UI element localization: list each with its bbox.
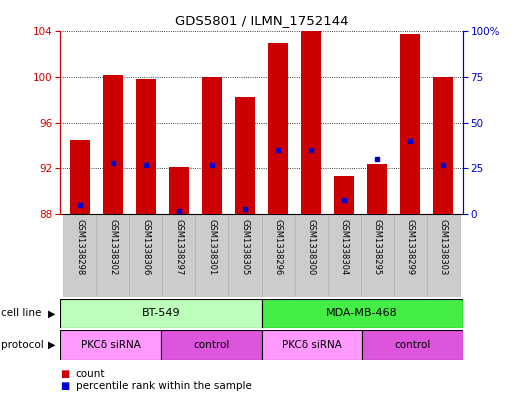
Bar	[103, 75, 123, 214]
Bar	[262, 299, 463, 328]
Bar	[268, 43, 288, 214]
Bar	[294, 215, 327, 297]
Bar	[169, 167, 189, 214]
Bar	[262, 215, 294, 297]
Text: cell line: cell line	[1, 309, 41, 318]
Bar	[400, 34, 420, 214]
Bar	[130, 215, 163, 297]
Bar	[163, 215, 196, 297]
Bar	[229, 215, 262, 297]
Bar	[235, 97, 255, 214]
Bar	[362, 330, 463, 360]
Bar	[136, 79, 156, 214]
Bar	[334, 176, 354, 214]
Text: count: count	[76, 369, 105, 379]
Text: ▶: ▶	[48, 340, 55, 350]
Text: GSM1338304: GSM1338304	[339, 219, 348, 275]
Text: control: control	[394, 340, 431, 350]
Text: ■: ■	[60, 369, 70, 379]
Bar	[196, 215, 229, 297]
Bar	[60, 299, 262, 328]
Text: ▶: ▶	[48, 309, 55, 318]
Bar	[327, 215, 360, 297]
Text: GSM1338296: GSM1338296	[274, 219, 282, 275]
Text: GSM1338302: GSM1338302	[108, 219, 118, 275]
Text: GSM1338305: GSM1338305	[241, 219, 249, 275]
Text: GSM1338303: GSM1338303	[439, 219, 448, 275]
Text: GSM1338300: GSM1338300	[306, 219, 315, 275]
Text: MDA-MB-468: MDA-MB-468	[326, 309, 398, 318]
Text: PKCδ siRNA: PKCδ siRNA	[282, 340, 342, 350]
Text: PKCδ siRNA: PKCδ siRNA	[81, 340, 140, 350]
Text: GSM1338301: GSM1338301	[208, 219, 217, 275]
Bar	[63, 215, 96, 297]
Text: protocol: protocol	[1, 340, 44, 350]
Text: GSM1338297: GSM1338297	[175, 219, 184, 275]
Bar	[360, 215, 393, 297]
Text: control: control	[193, 340, 230, 350]
Bar	[367, 164, 387, 214]
Text: GSM1338306: GSM1338306	[141, 219, 151, 275]
Bar	[393, 215, 427, 297]
Bar	[301, 25, 321, 214]
Bar	[70, 140, 90, 214]
Text: BT-549: BT-549	[142, 309, 180, 318]
Text: GSM1338295: GSM1338295	[372, 219, 382, 275]
Bar	[60, 330, 161, 360]
Bar	[433, 77, 453, 214]
Bar	[161, 330, 262, 360]
Bar	[96, 215, 130, 297]
Text: GSM1338299: GSM1338299	[405, 219, 415, 275]
Text: GSM1338298: GSM1338298	[75, 219, 84, 275]
Bar	[262, 330, 362, 360]
Text: ■: ■	[60, 381, 70, 391]
Bar	[427, 215, 460, 297]
Text: percentile rank within the sample: percentile rank within the sample	[76, 381, 252, 391]
Bar	[202, 77, 222, 214]
Text: GDS5801 / ILMN_1752144: GDS5801 / ILMN_1752144	[175, 14, 348, 27]
